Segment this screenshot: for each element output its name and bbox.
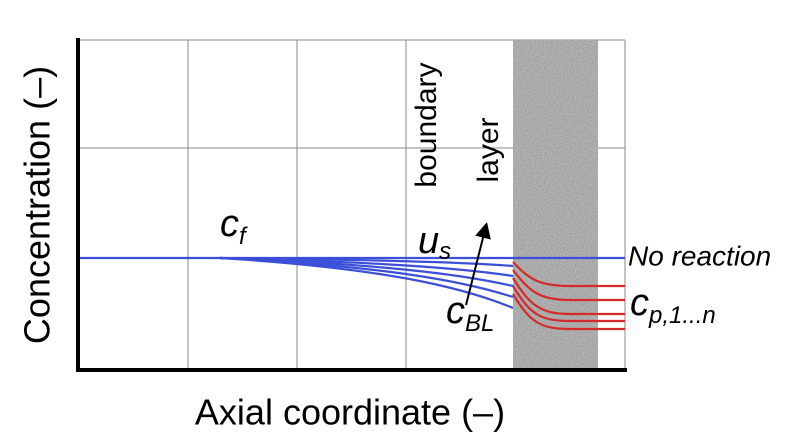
permeate-label: cp,1...n	[630, 282, 716, 329]
velocity-label: us	[418, 220, 451, 265]
feed-label: cf	[220, 203, 248, 250]
velocity-arrow	[465, 222, 491, 306]
boundary-label: boundary	[410, 62, 443, 187]
x-axis-title: Axial coordinate (–)	[195, 392, 505, 433]
boundary-conc-label: cBL	[446, 290, 494, 337]
red-curves	[512, 261, 625, 331]
axes	[76, 38, 627, 372]
y-axis-title: Concentration (–)	[17, 66, 58, 344]
blue-curves	[78, 256, 625, 310]
layer-label: layer	[472, 117, 505, 182]
no-reaction-label: No reaction	[628, 240, 771, 271]
